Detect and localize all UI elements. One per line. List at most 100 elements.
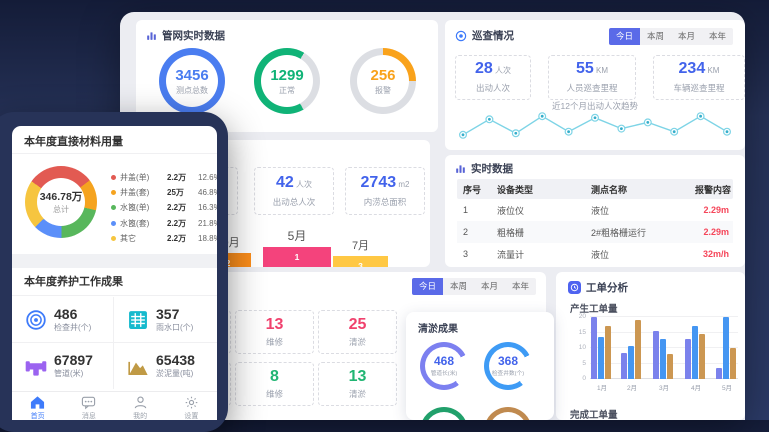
grid-line xyxy=(590,316,738,317)
stat-value: 13 xyxy=(265,315,284,333)
bar xyxy=(621,352,627,379)
divider xyxy=(12,295,217,296)
bar-group xyxy=(653,330,675,379)
legend-name: 水篦(单) xyxy=(120,203,150,213)
result-label: 淤泥量(吨) xyxy=(156,369,194,378)
donut-center: 1299 正常 xyxy=(261,55,313,107)
tab-0[interactable]: 今日 xyxy=(608,28,640,45)
donut-total-value: 346.78万 xyxy=(39,191,83,203)
legend-dot xyxy=(111,190,116,196)
realtime-data-card: 实时数据 序号 设备类型 测点名称 报警内容 1 液位仪 液位 2.29m 2 粗格栅 2#粗格栅运… xyxy=(445,155,745,267)
home-icon xyxy=(30,395,45,410)
table-header-cell: 测点名称 xyxy=(591,184,628,195)
legend-percent: 16.3% xyxy=(198,203,217,213)
bar-group xyxy=(716,317,738,379)
network-realtime-card: 管网实时数据 3456 测点总数 1299 正常 256 报警 xyxy=(136,20,438,132)
stat-label: 内涝总面积 xyxy=(363,196,407,207)
section-gap xyxy=(12,254,217,268)
bar-group xyxy=(621,320,643,379)
result-gauge: 368 检查井数(个) xyxy=(484,342,532,390)
nav-item-profile[interactable]: 我的 xyxy=(115,392,166,420)
dredge-gauges: 468 管道长(米) 368 检查井数(个) xyxy=(420,342,540,420)
stat-label: 出动总人次 xyxy=(272,196,316,207)
legend-name: 其它 xyxy=(120,233,136,243)
tab-3[interactable]: 本年 xyxy=(701,28,733,45)
month-bar: 1 5月 xyxy=(263,229,331,267)
gauge-label: 检查井数(个) xyxy=(491,371,525,377)
x-axis-label: 2月 xyxy=(626,385,638,392)
table-cell: 1 xyxy=(463,205,469,215)
table-cell: 流量计 xyxy=(497,249,525,260)
legend-value: 2.2万 xyxy=(167,218,187,228)
patrol-stat-box: 28 人次 出动人次 xyxy=(455,55,531,100)
nav-item-message[interactable]: 消息 xyxy=(63,392,114,420)
nav-item-settings[interactable]: 设置 xyxy=(166,392,217,420)
tab-3[interactable]: 本年 xyxy=(504,278,536,295)
workorder-card: 工单分析 产生工单量 0 5 10 15 20 1月 2月 3月 4月 5月 完成工单量 xyxy=(556,272,745,420)
maintenance-stat-box: 8 维修 xyxy=(235,362,314,406)
bar xyxy=(685,338,691,379)
tab-0[interactable]: 今日 xyxy=(411,278,443,295)
tab-1[interactable]: 本周 xyxy=(639,28,671,45)
grate-icon xyxy=(127,309,149,331)
table-header-cell: 序号 xyxy=(463,184,482,195)
donut-label: 测点总数 xyxy=(176,85,208,95)
nav-label: 我的 xyxy=(133,413,148,420)
maintenance-stat-box: 13 清淤 xyxy=(318,362,397,406)
y-axis-label: 0 xyxy=(582,375,586,382)
bar xyxy=(591,317,597,379)
patrol-card: 巡查情况 今日 本周 本月 本年 28 人次 出动人次 55 KM 人员巡查里程 234 KM… xyxy=(445,20,745,150)
stat-label: 清淤 xyxy=(348,336,366,347)
legend-item: 井盖(套) 25万 46.8% xyxy=(111,185,217,200)
card-title: 巡查情况 xyxy=(472,30,514,42)
donut-value: 256 xyxy=(370,66,396,84)
table-row: 3 流量计 液位 32m/h xyxy=(457,243,733,265)
table-cell: 液位仪 xyxy=(497,205,525,216)
stat-label: 清淤 xyxy=(348,388,366,399)
nav-item-home[interactable]: 首页 xyxy=(12,392,63,420)
tab-1[interactable]: 本周 xyxy=(442,278,474,295)
table-row: 1 液位仪 液位 2.29m xyxy=(457,199,733,221)
result-item: 65438 淤泥量(吨) xyxy=(114,343,217,389)
result-value: 486 xyxy=(54,305,78,322)
maintenance-tabs: 今日 本周 本月 本年 xyxy=(411,278,536,295)
legend-value: 2.2万 xyxy=(167,233,187,243)
y-axis-label: 15 xyxy=(578,328,586,336)
bar xyxy=(730,348,736,379)
y-axis-label: 10 xyxy=(578,344,586,351)
result-text: 357 雨水口(个) xyxy=(156,306,193,333)
bar xyxy=(628,346,634,379)
dredge-results-popover: 清淤成果 468 管道长(米) 368 检查井数(个) xyxy=(406,312,554,420)
stat-label: 车辆巡查里程 xyxy=(673,83,725,93)
result-item: 486 检查井(个) xyxy=(12,297,114,343)
gauge-donut: 256 报警 xyxy=(350,48,416,114)
maintenance-results-title: 本年度养护工作成果 xyxy=(24,276,123,288)
table-header-row: 序号 设备类型 测点名称 报警内容 xyxy=(457,179,733,199)
table-cell: 2.29m xyxy=(703,205,729,215)
manhole-icon xyxy=(25,309,47,331)
stat-value: 234 KM xyxy=(678,60,720,77)
legend-percent: 46.8% xyxy=(198,188,217,198)
card-header: 实时数据 xyxy=(455,161,513,176)
card-header: 工单分析 xyxy=(568,280,628,295)
bar xyxy=(692,326,698,379)
legend-item: 其它 2.2万 18.8% xyxy=(111,231,217,246)
flood-stat-box: 2743 m2 内涝总面积 xyxy=(345,167,425,215)
month-bar: 3 7月 xyxy=(333,240,388,267)
stat-unit: KM xyxy=(705,66,720,75)
legend-percent: 18.8% xyxy=(198,233,217,243)
flood-stat-box: 42 人次 出动总人次 xyxy=(254,167,334,215)
stat-value: 28 人次 xyxy=(474,60,512,77)
results-grid: 486 检查井(个) 357 雨水口(个) 67897 管道(米) 65438 淤泥量(吨) xyxy=(12,297,217,389)
x-axis-label: 5月 xyxy=(721,385,733,392)
month-rank: 1 xyxy=(294,252,300,262)
tab-2[interactable]: 本月 xyxy=(670,28,702,45)
card-header: 巡查情况 xyxy=(455,28,514,43)
tab-2[interactable]: 本月 xyxy=(473,278,505,295)
maintenance-stat-box: 13 维修 xyxy=(235,310,314,354)
profile-icon xyxy=(133,395,148,410)
stat-label: 维修 xyxy=(265,336,283,347)
gauge-donut: 1299 正常 xyxy=(254,48,320,114)
table-cell: 3 xyxy=(463,249,469,259)
gauge-label: 管道长(米) xyxy=(430,371,458,377)
